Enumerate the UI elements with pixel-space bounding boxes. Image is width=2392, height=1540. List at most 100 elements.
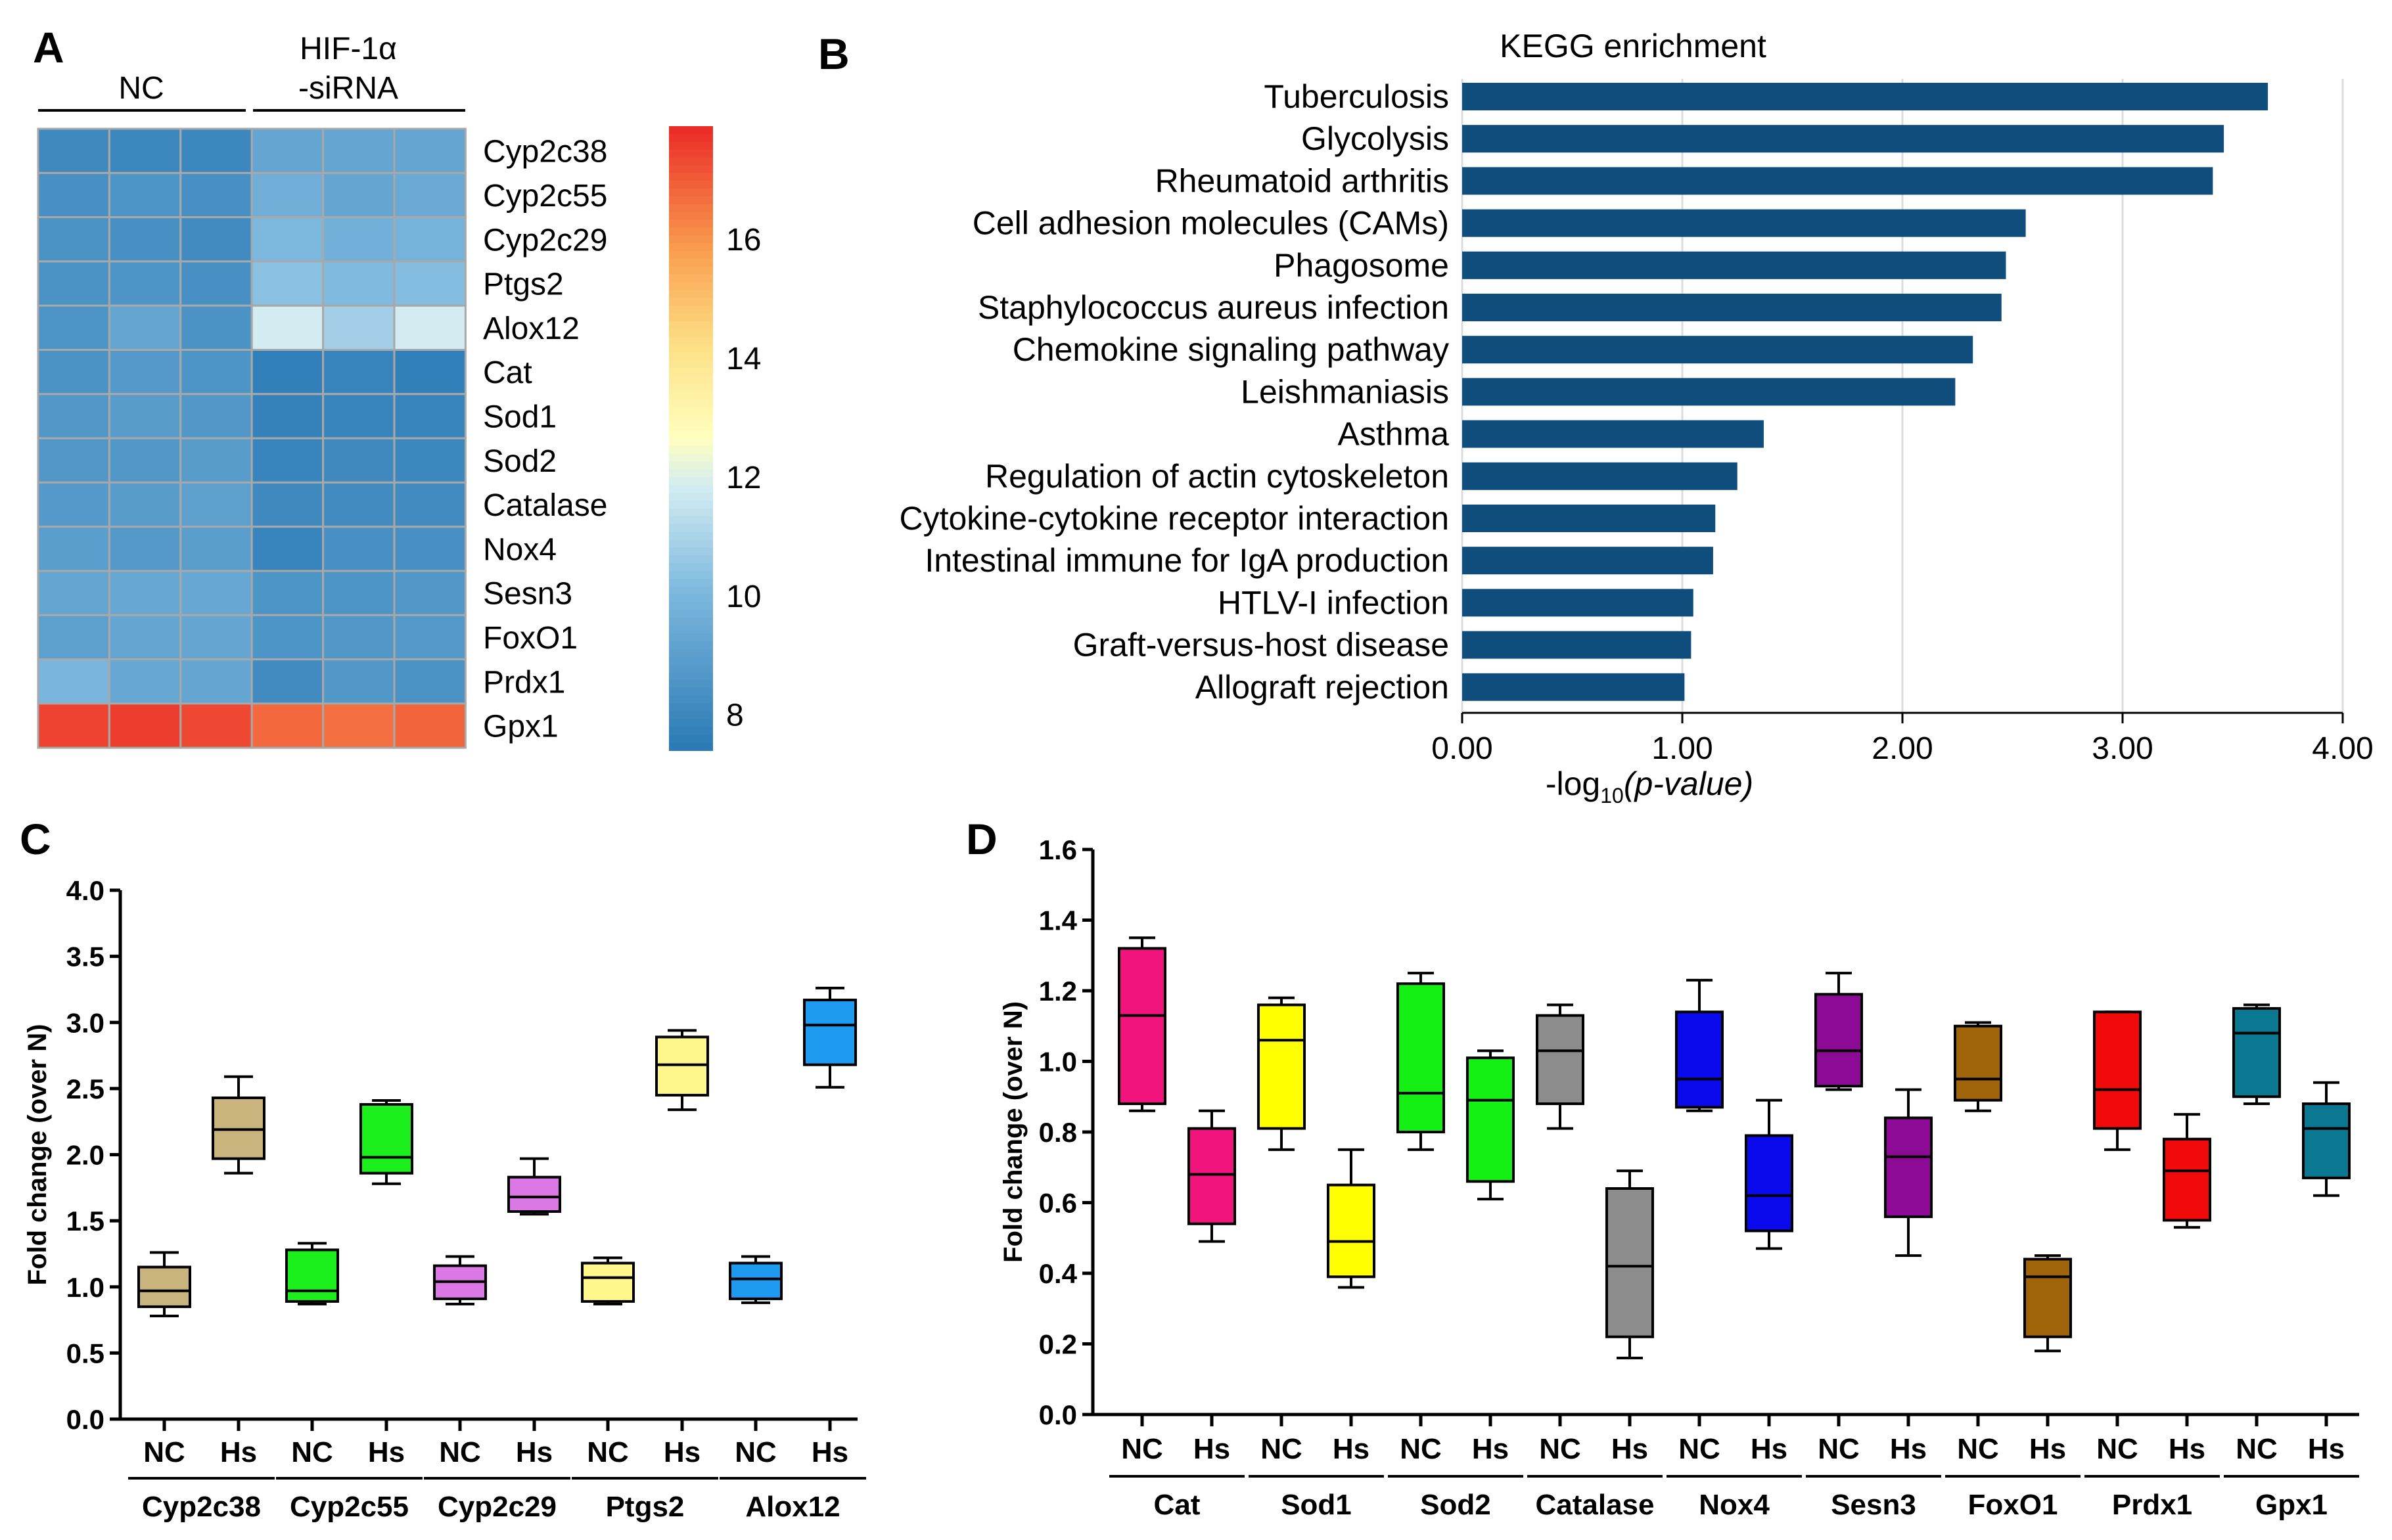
heatmap-cell xyxy=(179,481,253,528)
heatmap-cell xyxy=(108,437,182,484)
heatmap-cell xyxy=(393,570,467,616)
box xyxy=(137,1265,191,1308)
heatmap-cell xyxy=(322,658,396,705)
heatmap-gene-label: Cyp2c38 xyxy=(483,135,607,170)
x-tick-label: NC xyxy=(1121,1433,1163,1465)
heatmap-group-si-line2: -siRNA xyxy=(298,71,398,106)
heatmap-group-si-line1: HIF-1α xyxy=(300,32,397,66)
y-tick-label: 1.0 xyxy=(1039,1047,1077,1077)
colorbar-segment xyxy=(669,235,713,244)
kegg-bar xyxy=(1462,378,1956,406)
colorbar-segment xyxy=(669,196,713,205)
colorbar-segment xyxy=(669,711,713,720)
colorbar-segment xyxy=(669,594,713,603)
kegg-xlabel-sub: 10 xyxy=(1600,784,1624,807)
heatmap-cell xyxy=(250,481,325,528)
colorbar-segment xyxy=(669,688,713,696)
heatmap-cell xyxy=(250,260,325,307)
kegg-x-tick-label: 3.00 xyxy=(2092,731,2153,766)
heatmap-cell xyxy=(250,393,325,440)
heatmap-cell xyxy=(179,702,253,749)
heatmap-cell xyxy=(393,702,467,749)
kegg-category-label: HTLV-I infection xyxy=(1218,584,1449,621)
heatmap-cell xyxy=(179,393,253,440)
heatmap-cell xyxy=(179,349,253,396)
y-tick-label: 4.0 xyxy=(66,875,104,906)
box xyxy=(2232,1007,2281,1098)
box xyxy=(1745,1134,1793,1233)
x-tick-label: NC xyxy=(1818,1433,1860,1465)
group-label: Alox12 xyxy=(745,1491,840,1523)
box-plot-d: 0.0 0.2 0.4 0.6 0.8 1.0 1.2 1.4 1.6 Fold change (… xyxy=(999,834,2359,1521)
kegg-bar xyxy=(1462,631,1691,659)
kegg-bar xyxy=(1462,505,1716,532)
x-tick-label: Hs xyxy=(1890,1433,1927,1465)
kegg-xlabel-post: (p-value) xyxy=(1624,765,1753,802)
y-tick-label: 1.5 xyxy=(66,1206,104,1236)
colorbar-segment xyxy=(669,656,713,666)
colorbar-segment xyxy=(669,664,713,673)
kegg-category-label: Allograft rejection xyxy=(1195,669,1449,706)
kegg-x-tick-label: 2.00 xyxy=(1872,731,1933,766)
heatmap-cell xyxy=(322,437,396,484)
heatmap-cell xyxy=(322,393,396,440)
colorbar-segment xyxy=(669,306,713,314)
kegg-x-tick-label: 4.00 xyxy=(2312,731,2373,766)
x-tick-label: NC xyxy=(291,1436,333,1468)
x-tick-label: Hs xyxy=(2029,1433,2066,1465)
heatmap-cell xyxy=(179,304,253,351)
heatmap-cell xyxy=(108,614,182,661)
colorbar-segment xyxy=(669,391,713,400)
heatmap-gene-label: Ptgs2 xyxy=(483,267,564,302)
colorbar-segment xyxy=(669,328,713,338)
colorbar-segment xyxy=(669,126,713,135)
colorbar-segment xyxy=(669,204,713,213)
colorbar-segment xyxy=(669,149,713,158)
heatmap-cell xyxy=(393,658,467,705)
colorbar-segment xyxy=(669,352,713,361)
colorbar-segment xyxy=(669,524,713,533)
colorbar-segment xyxy=(669,141,713,150)
colorbar-segment xyxy=(669,539,713,549)
y-axis-label: Fold change (over N) xyxy=(999,1001,1028,1263)
kegg-category-label: Asthma xyxy=(1337,416,1449,453)
group-label: Catalase xyxy=(1535,1489,1654,1521)
colorbar-segment xyxy=(669,251,713,260)
x-tick-label: NC xyxy=(1400,1433,1442,1465)
y-tick-label: 1.4 xyxy=(1039,905,1078,936)
x-tick-label: Hs xyxy=(368,1436,405,1468)
box xyxy=(1675,1010,1724,1109)
heatmap-cell xyxy=(179,171,253,219)
colorbar-segment xyxy=(669,641,713,650)
colorbar-segment xyxy=(669,258,713,267)
x-tick-label: NC xyxy=(1260,1433,1302,1465)
kegg-bar xyxy=(1462,462,1737,490)
kegg-category-label: Phagosome xyxy=(1274,247,1449,284)
y-tick-label: 1.2 xyxy=(1039,976,1077,1007)
heatmap-cell xyxy=(108,216,182,263)
x-tick-label: Hs xyxy=(1333,1433,1369,1465)
heatmap-cell xyxy=(322,614,396,661)
panel-label-d: D xyxy=(966,815,998,863)
colorbar-segment xyxy=(669,586,713,595)
colorbar-tick-label: 12 xyxy=(726,461,761,495)
heatmap-cell xyxy=(37,614,110,661)
colorbar-segment xyxy=(669,453,713,463)
heatmap-cell xyxy=(250,570,325,616)
heatmap-cell xyxy=(37,702,110,749)
colorbar-segment xyxy=(669,618,713,626)
group-label: Cyp2c38 xyxy=(142,1491,261,1523)
heatmap-cell xyxy=(108,304,182,351)
heatmap-cell xyxy=(322,349,396,396)
heatmap-cell xyxy=(179,570,253,616)
colorbar-segment xyxy=(669,719,713,728)
kegg-category-label: Tuberculosis xyxy=(1264,78,1449,115)
x-tick-label: Hs xyxy=(1472,1433,1509,1465)
heatmap-cell xyxy=(393,349,467,396)
colorbar-segment xyxy=(669,189,713,197)
y-tick-label: 0.5 xyxy=(66,1338,104,1369)
heatmap-cell xyxy=(393,526,467,572)
y-tick-label: 2.5 xyxy=(66,1074,104,1104)
heatmap-cell xyxy=(250,304,325,351)
y-tick-label: 0.8 xyxy=(1039,1117,1077,1148)
